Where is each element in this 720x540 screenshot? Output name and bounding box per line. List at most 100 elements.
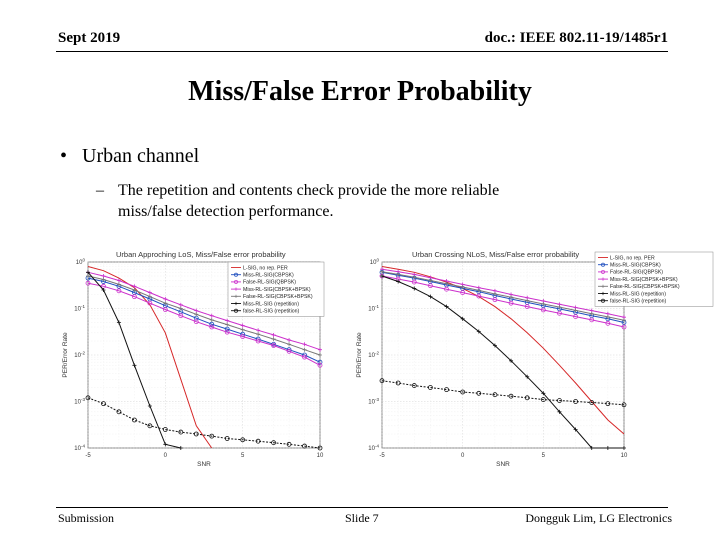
legend: L-SIG, no rep. PERMiss-RL-SIG(CBPSK)Fals… — [227, 261, 325, 317]
legend-entry: Miss-RL-SIG(CBPSK) — [610, 263, 661, 269]
data-point — [147, 290, 152, 295]
data-point — [605, 401, 611, 407]
data-point — [116, 288, 122, 294]
data-point — [589, 400, 595, 405]
sub-bullet-line-1: The repetition and contents check provid… — [118, 182, 500, 199]
data-point — [557, 409, 562, 414]
series-line — [87, 266, 213, 449]
data-point — [287, 338, 292, 343]
series-1 — [381, 266, 625, 435]
data-point — [605, 314, 610, 319]
data-point — [224, 326, 230, 332]
data-point — [193, 431, 199, 437]
legend-box — [594, 251, 714, 307]
x-tick-label: 0 — [164, 453, 168, 459]
series-line — [87, 282, 321, 366]
legend-entry: false-RL-SIG (repetition) — [610, 299, 666, 305]
legend-entry: Miss-RL-SIG (repetition) — [243, 301, 299, 307]
data-point — [589, 311, 594, 316]
legend-entry: False-RL-SIG(QBPSK) — [243, 280, 296, 286]
data-point — [209, 313, 214, 318]
series-5 — [86, 273, 322, 357]
series-6 — [380, 273, 626, 450]
data-point — [271, 343, 277, 348]
data-point — [557, 398, 562, 403]
series-6 — [86, 270, 183, 450]
data-point — [209, 433, 215, 439]
legend-marker — [601, 291, 605, 296]
data-point — [116, 278, 121, 283]
legend-marker — [601, 277, 605, 281]
data-point — [508, 300, 514, 306]
data-point — [427, 385, 433, 390]
data-point — [193, 319, 199, 325]
data-point — [411, 383, 417, 388]
legend-marker — [601, 262, 605, 267]
legend-entry: False-RL-SIG(CBPSK+BPSK) — [610, 284, 680, 290]
data-point — [302, 354, 307, 360]
data-point — [541, 391, 546, 396]
data-point — [209, 324, 215, 330]
data-point — [605, 320, 611, 326]
data-point — [85, 395, 91, 401]
footer-author: Dongguk Lim, LG Electronics — [525, 511, 672, 525]
data-point — [162, 427, 168, 432]
data-point — [589, 446, 594, 450]
data-point — [412, 275, 417, 280]
data-point — [380, 273, 384, 278]
data-point — [240, 323, 245, 328]
data-point — [194, 308, 199, 313]
legend-marker — [234, 279, 238, 284]
x-tick-label: 5 — [241, 453, 245, 459]
data-point — [131, 294, 137, 300]
data-point — [302, 443, 307, 449]
legend-marker — [234, 272, 238, 277]
data-point — [116, 282, 121, 287]
data-point — [86, 273, 90, 278]
data-point — [286, 441, 292, 447]
legend-entry: false-RL-SIG (repetition) — [243, 309, 299, 315]
data-point — [540, 307, 546, 313]
data-point — [225, 318, 230, 323]
data-point — [255, 438, 261, 444]
data-point — [162, 307, 168, 312]
y-tick-label: 10-1 — [74, 304, 85, 313]
data-point — [460, 290, 466, 295]
data-point — [541, 301, 546, 306]
data-point — [573, 399, 578, 404]
header-date: Sept 2019 — [58, 30, 121, 46]
data-point — [224, 436, 230, 441]
data-point — [225, 322, 230, 327]
data-point — [573, 314, 578, 319]
x-tick-label: -5 — [379, 453, 385, 459]
data-point — [116, 409, 122, 415]
data-point — [178, 446, 183, 450]
series-line — [87, 277, 321, 363]
series-3 — [85, 280, 323, 368]
y-axis-label: PER/Error Rate — [62, 332, 69, 378]
data-point — [492, 297, 498, 303]
sub-bullet-dash-icon: – — [96, 182, 104, 199]
data-point — [178, 429, 184, 435]
footer-rule — [56, 507, 668, 508]
data-point — [317, 359, 323, 365]
chart-1: Urban Approching LoS, Miss/False error p… — [62, 250, 325, 468]
y-tick-label: 10-4 — [368, 444, 379, 453]
sub-bullet: – The repetition and contents check provi… — [96, 180, 656, 222]
series-7 — [379, 378, 627, 408]
data-point — [132, 363, 137, 368]
data-point — [132, 284, 137, 289]
legend-entry: L-SIG, no rep. PER — [610, 255, 655, 261]
legend-entry: Miss-RL-SIG (repetition) — [610, 291, 666, 297]
data-point — [101, 277, 106, 282]
data-point — [395, 380, 401, 386]
series-line — [381, 275, 625, 328]
y-tick-label: 10-3 — [368, 397, 379, 406]
data-point — [178, 306, 183, 311]
x-tick-label: 0 — [461, 453, 465, 459]
data-point — [476, 329, 481, 334]
data-point — [476, 390, 482, 396]
y-tick-label: 100 — [76, 258, 86, 267]
data-point — [271, 440, 277, 446]
